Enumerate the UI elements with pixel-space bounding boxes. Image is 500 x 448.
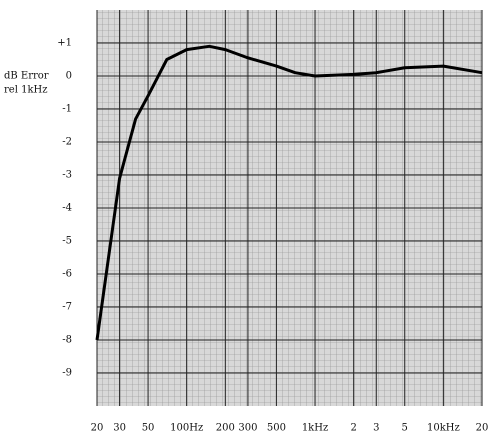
x-tick-label: 10kHz (427, 423, 460, 434)
y-tick-label: -2 (62, 137, 72, 148)
x-tick-label: 300 (238, 423, 257, 434)
x-tick-label: 1kHz (302, 423, 328, 434)
x-tick-label: 3 (373, 423, 379, 434)
x-tick-label: 5 (402, 423, 408, 434)
x-tick-label: 50 (142, 423, 155, 434)
y-tick-label: -7 (62, 302, 72, 313)
line (95, 44, 483, 341)
y-tick-label: 0 (66, 71, 72, 82)
y-axis-label: rel 1kHz (4, 85, 48, 96)
x-tick-label: 200 (216, 423, 235, 434)
x-tick-label: 30 (113, 423, 126, 434)
y-tick-label: +1 (57, 38, 72, 49)
y-tick-label: -4 (62, 203, 72, 214)
x-tick-label: 100Hz (170, 423, 203, 434)
x-tick-label: 20 (476, 423, 489, 434)
y-tick-label: -5 (62, 236, 72, 247)
y-tick-label: -1 (62, 104, 72, 115)
y-tick-label: -3 (62, 170, 72, 181)
x-tick-label: 500 (267, 423, 286, 434)
y-axis-label: dB Error (4, 71, 49, 82)
x-tick-label: 2 (350, 423, 356, 434)
y-tick-label: -6 (62, 269, 72, 280)
y-tick-label: -8 (62, 335, 72, 346)
x-tick-label: 20 (91, 423, 104, 434)
y-tick-label: -9 (62, 368, 72, 379)
